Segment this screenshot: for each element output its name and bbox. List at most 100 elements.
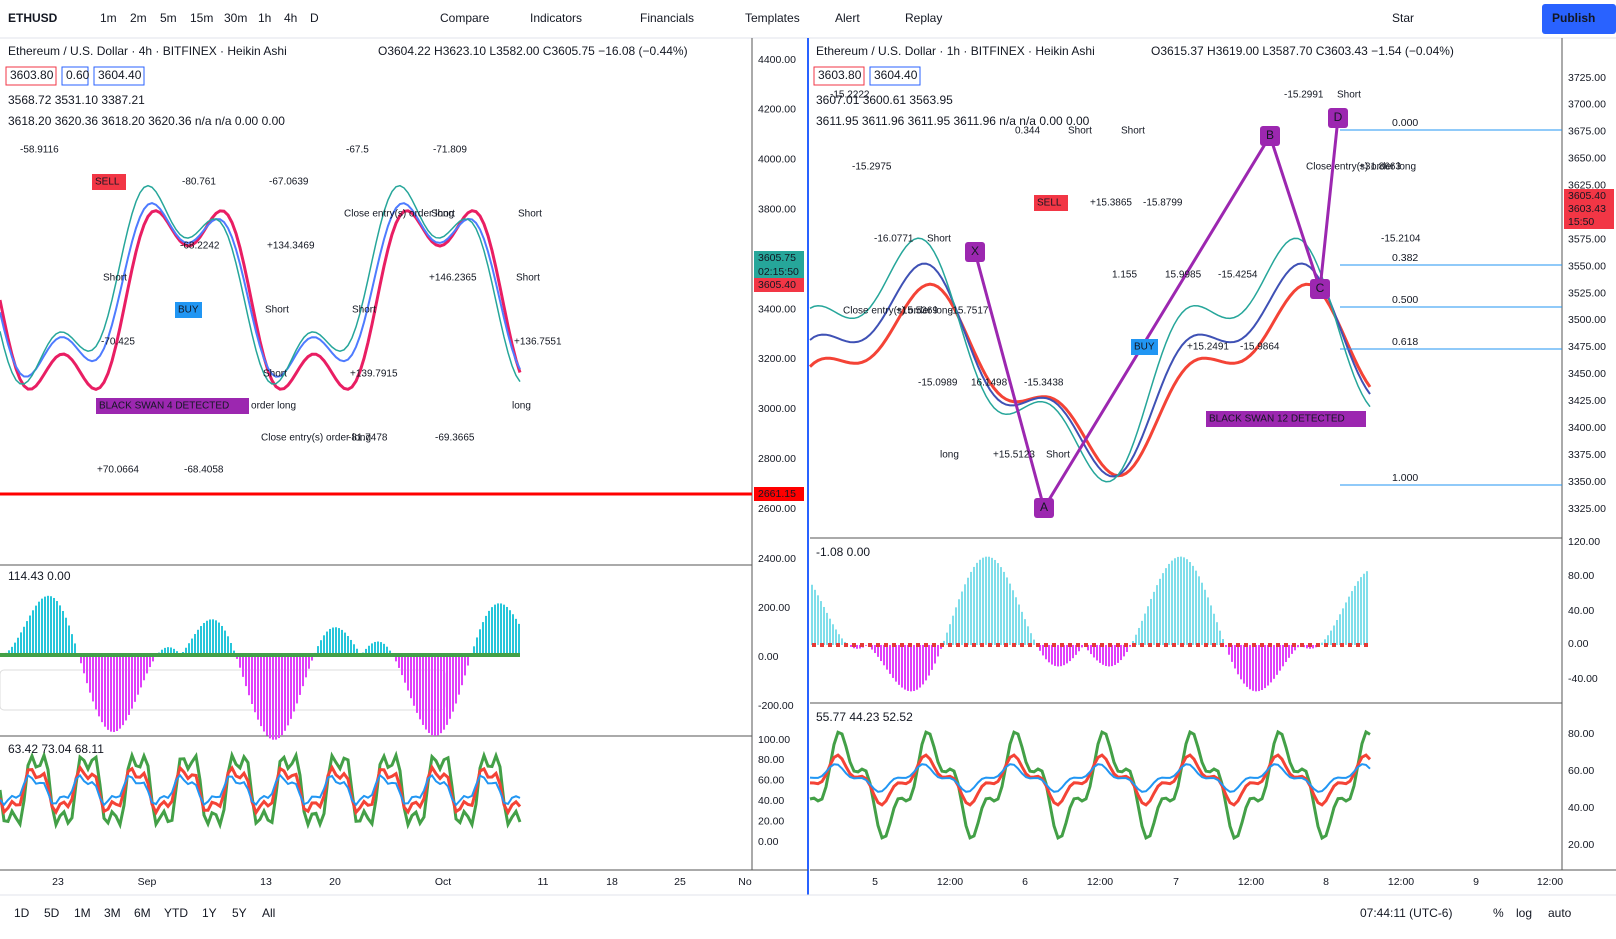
- signal-badge: [175, 302, 202, 318]
- toolbar-button[interactable]: Indicators: [530, 11, 582, 25]
- pattern-point: [1034, 498, 1054, 518]
- trade-annotation: -15.4254: [1218, 270, 1258, 281]
- trade-annotation: -15.9864: [1240, 342, 1280, 353]
- price-axis-label: 3500.00: [1568, 314, 1606, 326]
- price-box-label: 0.60: [66, 68, 90, 82]
- signal-badge: [1206, 411, 1366, 427]
- trade-annotation: 16.1498: [971, 378, 1008, 389]
- macd-axis-label: 40.00: [1568, 605, 1594, 617]
- trade-annotation: long: [940, 450, 959, 461]
- interval[interactable]: 30m: [224, 11, 247, 25]
- trade-annotation: Short: [1121, 126, 1145, 137]
- trade-annotation: +134.3469: [267, 241, 315, 252]
- price-box-label: 3604.40: [874, 68, 918, 82]
- ma-line: [0, 209, 522, 392]
- price-axis-label: 2600.00: [758, 503, 796, 515]
- symbol[interactable]: ETHUSD: [8, 11, 58, 25]
- price-axis-label: 4000.00: [758, 154, 796, 166]
- interval[interactable]: 1h: [258, 11, 271, 25]
- toolbar-button[interactable]: Templates: [745, 11, 800, 25]
- scale-option[interactable]: %: [1493, 906, 1504, 920]
- time-axis-label: 6: [1022, 876, 1028, 888]
- range-button[interactable]: 3M: [104, 906, 121, 920]
- price-axis-label: 3625.00: [1568, 180, 1606, 192]
- price-axis-label: 3650.00: [1568, 153, 1606, 165]
- time-axis-label: 11: [538, 876, 549, 888]
- interval[interactable]: 5m: [160, 11, 177, 25]
- price-box-label: 3604.40: [98, 68, 142, 82]
- trade-annotation: +139.7915: [350, 369, 398, 380]
- signal-badge: [96, 398, 249, 414]
- trade-annotation: Short: [1046, 450, 1070, 461]
- trade-annotation: -15.0989: [918, 378, 958, 389]
- price-axis-label: 2400.00: [758, 553, 796, 565]
- rsi-axis-label: 40.00: [758, 795, 784, 807]
- price-tag: [1564, 202, 1614, 216]
- price-tag-label: 3605.40: [1568, 190, 1606, 202]
- trade-annotation: +146.2365: [429, 273, 477, 284]
- price-tag-label: 3603.43: [1568, 203, 1606, 215]
- chart-header: Ethereum / U.S. Dollar · 1h · BITFINEX ·…: [816, 44, 1095, 58]
- interval[interactable]: 4h: [284, 11, 297, 25]
- trade-annotation: Short: [103, 273, 127, 284]
- trade-annotation: 1.155: [1112, 270, 1137, 281]
- trade-annotation: SELL: [1037, 198, 1062, 209]
- interval[interactable]: 2m: [130, 11, 147, 25]
- ohlc: O3615.37 H3619.00 L3587.70 C3603.43 −1.5…: [1151, 44, 1454, 58]
- price-axis-label: 3000.00: [758, 403, 796, 415]
- indicator-values: 3618.20 3620.36 3618.20 3620.36 n/a n/a …: [8, 114, 285, 128]
- interval[interactable]: 15m: [190, 11, 213, 25]
- ma-line: [0, 202, 521, 378]
- range-button[interactable]: 5Y: [232, 906, 247, 920]
- trade-annotation: long: [512, 401, 531, 412]
- rsi-line: [809, 753, 1372, 807]
- trade-annotation: Close entry(s) order long: [843, 306, 953, 317]
- price-axis-label: 3675.00: [1568, 126, 1606, 138]
- toolbar-button[interactable]: Alert: [835, 11, 860, 25]
- scale-option[interactable]: auto: [1548, 906, 1572, 920]
- range-button[interactable]: All: [262, 906, 275, 920]
- range-button[interactable]: 1D: [14, 906, 30, 920]
- trade-annotation: -69.3665: [435, 433, 475, 444]
- rsi-axis-label: 80.00: [758, 754, 784, 766]
- layout-name[interactable]: Star: [1392, 11, 1414, 25]
- time-axis-label: Sep: [138, 876, 157, 888]
- rsi-axis-label: 60.00: [1568, 765, 1594, 777]
- range-button[interactable]: 5D: [44, 906, 60, 920]
- ma-line: [809, 262, 1371, 478]
- price-axis-label: 3725.00: [1568, 72, 1606, 84]
- price-box: [61, 66, 89, 86]
- range-button[interactable]: 6M: [134, 906, 151, 920]
- price-axis-label: 4200.00: [758, 104, 796, 116]
- price-line: [809, 237, 1371, 483]
- interval[interactable]: D: [310, 11, 319, 25]
- range-button[interactable]: YTD: [164, 906, 188, 920]
- price-box-label: 3603.80: [818, 68, 862, 82]
- scale-option[interactable]: log: [1516, 906, 1532, 920]
- price-axis-label: 4400.00: [758, 54, 796, 66]
- time-axis-label: 12:00: [1537, 876, 1563, 888]
- price-axis-label: 3350.00: [1568, 476, 1606, 488]
- publish[interactable]: Publish: [1552, 11, 1595, 25]
- price-box: [813, 66, 865, 86]
- range-button[interactable]: 1M: [74, 906, 91, 920]
- time-axis-label: 12:00: [1238, 876, 1264, 888]
- range-button[interactable]: 1Y: [202, 906, 217, 920]
- rsi-axis-label: 20.00: [758, 815, 784, 827]
- clock: 07:44:11 (UTC-6): [1360, 906, 1452, 920]
- time-axis-label: 12:00: [937, 876, 963, 888]
- toolbar-button[interactable]: Compare: [440, 11, 490, 25]
- trade-annotation: -80.761: [182, 177, 216, 188]
- drawing-toolbar[interactable]: [0, 669, 446, 711]
- trade-annotation: -15.8799: [1143, 198, 1183, 209]
- toolbar-button[interactable]: Replay: [905, 11, 942, 25]
- pattern-label: C: [1316, 281, 1325, 295]
- time-axis-label: 25: [674, 876, 686, 888]
- pattern-point: [1260, 126, 1280, 146]
- interval[interactable]: 1m: [100, 11, 117, 25]
- trade-annotation: +31.8663: [1359, 162, 1401, 173]
- trade-annotation: Short: [352, 305, 376, 316]
- toolbar-button[interactable]: Financials: [640, 11, 694, 25]
- trade-annotation: Short: [263, 369, 287, 380]
- price-box-label: 3603.80: [10, 68, 54, 82]
